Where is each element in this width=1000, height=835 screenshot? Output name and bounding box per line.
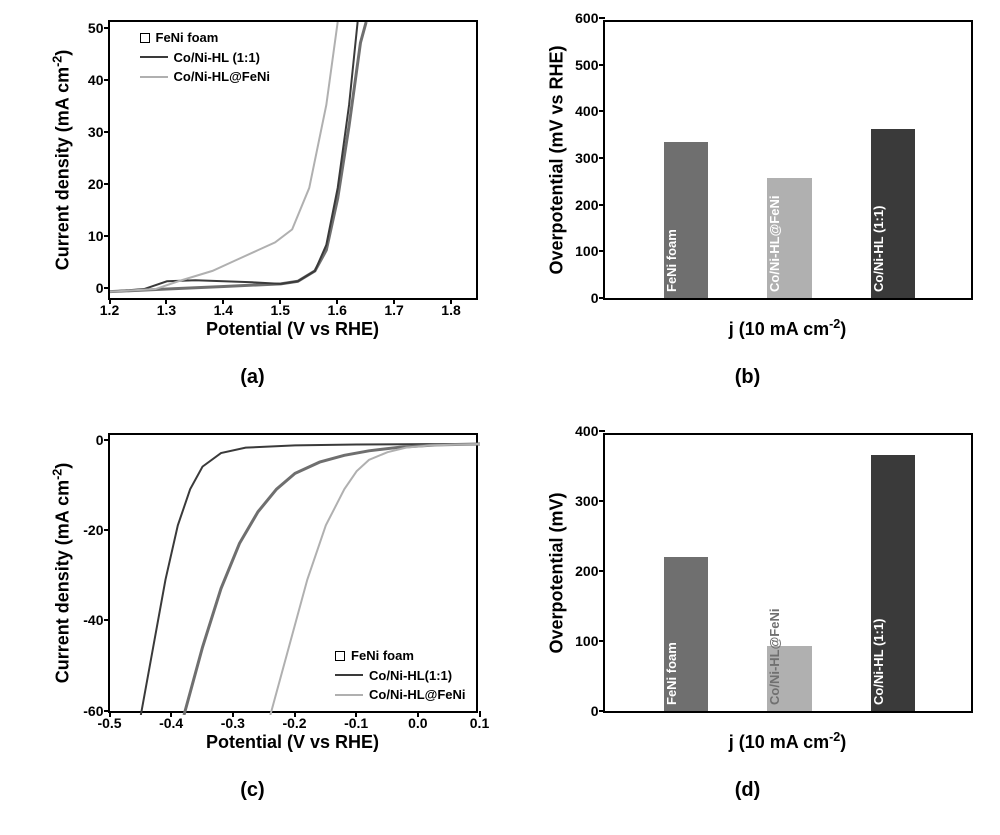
panel-b: Overpotential (mV vs RHE)j (10 mA cm-2)0… <box>505 10 990 413</box>
bar-label: Co/Ni-HL@FeNi <box>767 196 782 292</box>
bar-label: FeNi foam <box>664 229 679 292</box>
bar-label: Co/Ni-HL (1:1) <box>871 618 886 704</box>
legend-item: Co/Ni-HL(1:1) <box>335 666 465 686</box>
y-axis-label: Overpotential (mV vs RHE) <box>546 45 567 274</box>
bar-label: Co/Ni-HL (1:1) <box>871 206 886 292</box>
legend-item: Co/Ni-HL (1:1) <box>140 48 270 68</box>
x-axis-label: j (10 mA cm-2) <box>729 317 847 340</box>
bar-label: Co/Ni-HL@FeNi <box>767 608 782 704</box>
y-axis-label: Overpotential (mV) <box>546 492 567 653</box>
y-axis-label: Current density (mA cm-2) <box>50 462 73 683</box>
x-axis-label: Potential (V vs RHE) <box>206 732 379 753</box>
legend-item: FeNi foam <box>140 28 270 48</box>
figure-grid: Current density (mA cm-2) Potential (V vs… <box>10 10 990 825</box>
x-axis-label: Potential (V vs RHE) <box>206 319 379 340</box>
legend-item: FeNi foam <box>335 646 465 666</box>
caption-a: (a) <box>240 366 264 389</box>
bar: Co/Ni-HL (1:1) <box>871 129 915 298</box>
legend: FeNi foamCo/Ni-HL(1:1)Co/Ni-HL@FeNi <box>335 646 465 705</box>
legend-item: Co/Ni-HL@FeNi <box>140 67 270 87</box>
panel-a: Current density (mA cm-2) Potential (V vs… <box>10 10 495 413</box>
legend-item: Co/Ni-HL@FeNi <box>335 685 465 705</box>
caption-c: (c) <box>240 779 264 802</box>
bar: Co/Ni-HL (1:1) <box>871 455 915 711</box>
bar-label: FeNi foam <box>664 642 679 705</box>
caption-d: (d) <box>735 779 761 802</box>
panel-d: Overpotential (mV)j (10 mA cm-2)01002003… <box>505 423 990 826</box>
bar: Co/Ni-HL@FeNi <box>767 178 811 298</box>
bar: Co/Ni-HL@FeNi <box>767 646 811 710</box>
bar: FeNi foam <box>664 142 708 298</box>
caption-b: (b) <box>735 366 761 389</box>
bar: FeNi foam <box>664 557 708 711</box>
x-axis-label: j (10 mA cm-2) <box>729 730 847 753</box>
panel-c: Current density (mA cm-2) Potential (V vs… <box>10 423 495 826</box>
y-axis-label: Current density (mA cm-2) <box>50 50 73 271</box>
legend: FeNi foamCo/Ni-HL (1:1)Co/Ni-HL@FeNi <box>140 28 270 87</box>
